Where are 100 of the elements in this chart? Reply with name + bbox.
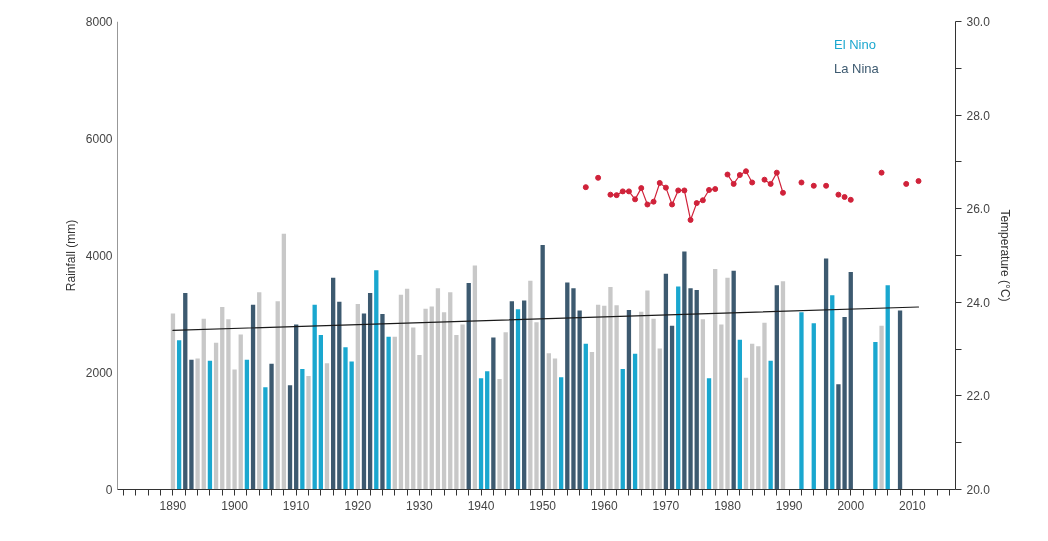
bar xyxy=(639,311,644,490)
bar xyxy=(337,301,342,490)
bar xyxy=(534,322,539,490)
bar xyxy=(275,301,280,490)
bar xyxy=(774,285,779,490)
bar xyxy=(448,292,453,490)
bar xyxy=(281,233,287,490)
y-tick-label: 0 xyxy=(105,483,113,497)
point xyxy=(619,188,626,195)
x-tick-label: 1900 xyxy=(221,498,249,513)
bar xyxy=(799,312,804,490)
bar xyxy=(441,312,447,490)
bar xyxy=(392,336,397,490)
bar xyxy=(170,313,176,490)
bar xyxy=(361,313,367,490)
bar xyxy=(750,343,755,490)
bar xyxy=(429,306,434,490)
y2-tick-label: 24.0 xyxy=(966,295,991,310)
x-tick-label: 2010 xyxy=(899,498,927,513)
point xyxy=(823,182,830,189)
bar xyxy=(380,314,385,490)
bar xyxy=(207,360,213,490)
bar xyxy=(663,273,669,490)
x-tick-label: 1930 xyxy=(406,498,434,513)
bar xyxy=(497,378,502,490)
bar xyxy=(731,270,736,490)
bar xyxy=(552,358,558,490)
bar xyxy=(558,377,564,490)
x-tick-label: 1970 xyxy=(652,498,680,513)
bar xyxy=(312,304,317,490)
bar xyxy=(491,337,496,490)
point xyxy=(675,187,682,194)
point xyxy=(625,188,632,195)
bar xyxy=(398,294,404,490)
bar xyxy=(367,292,373,490)
point xyxy=(841,194,848,200)
bar xyxy=(183,292,188,490)
bar xyxy=(743,377,749,490)
point xyxy=(656,179,663,186)
point xyxy=(878,169,885,176)
bar xyxy=(201,318,206,490)
bar xyxy=(528,280,533,490)
point xyxy=(761,176,768,183)
bar xyxy=(300,368,305,490)
y-tick-label: 4000 xyxy=(85,249,113,263)
bar xyxy=(756,346,761,490)
bar xyxy=(737,339,742,490)
bar xyxy=(879,325,884,490)
point xyxy=(730,180,737,187)
bar xyxy=(848,271,853,490)
bar xyxy=(546,353,551,490)
point xyxy=(681,187,688,194)
x-tick-label: 1980 xyxy=(714,498,742,513)
bar xyxy=(213,342,219,490)
point xyxy=(706,186,713,193)
x-tick-label: 1910 xyxy=(282,498,310,513)
point xyxy=(779,189,786,196)
bar xyxy=(694,290,699,490)
bar xyxy=(595,304,601,490)
point xyxy=(644,201,651,208)
bar xyxy=(589,352,595,490)
bar xyxy=(811,323,816,490)
bar xyxy=(768,360,773,490)
bar xyxy=(404,288,410,490)
bar xyxy=(294,324,299,490)
bar xyxy=(657,348,662,490)
bar xyxy=(257,292,262,490)
point xyxy=(749,179,756,186)
bar xyxy=(466,282,471,490)
x-tick-label: 1990 xyxy=(775,498,803,513)
text: La Nina xyxy=(833,60,880,76)
x-tick-label: 1960 xyxy=(590,498,618,513)
y-axis-title: Rainfall (mm) xyxy=(63,219,78,292)
y2-tick-label: 22.0 xyxy=(966,389,991,404)
bar xyxy=(220,306,225,490)
y2-tick-label: 20.0 xyxy=(966,483,991,497)
bar xyxy=(565,282,570,490)
bar xyxy=(238,334,243,490)
bar xyxy=(503,332,508,490)
x-tick-label: 1920 xyxy=(344,498,372,513)
point xyxy=(847,196,854,203)
y2-axis-title: Temperature (°C) xyxy=(997,209,1012,302)
bar xyxy=(669,325,675,490)
bar xyxy=(897,310,903,490)
point xyxy=(810,182,817,189)
bar xyxy=(583,343,588,490)
point xyxy=(582,184,589,191)
point xyxy=(669,201,676,208)
bar xyxy=(540,244,545,490)
bar xyxy=(374,270,379,490)
bar xyxy=(195,358,200,490)
y2-tick-label: 26.0 xyxy=(966,202,991,217)
point xyxy=(743,168,749,175)
point xyxy=(613,192,620,199)
point xyxy=(607,191,614,198)
point xyxy=(773,169,780,176)
bar xyxy=(324,363,330,490)
bar xyxy=(331,277,336,490)
bar xyxy=(713,268,718,490)
point xyxy=(712,186,719,193)
